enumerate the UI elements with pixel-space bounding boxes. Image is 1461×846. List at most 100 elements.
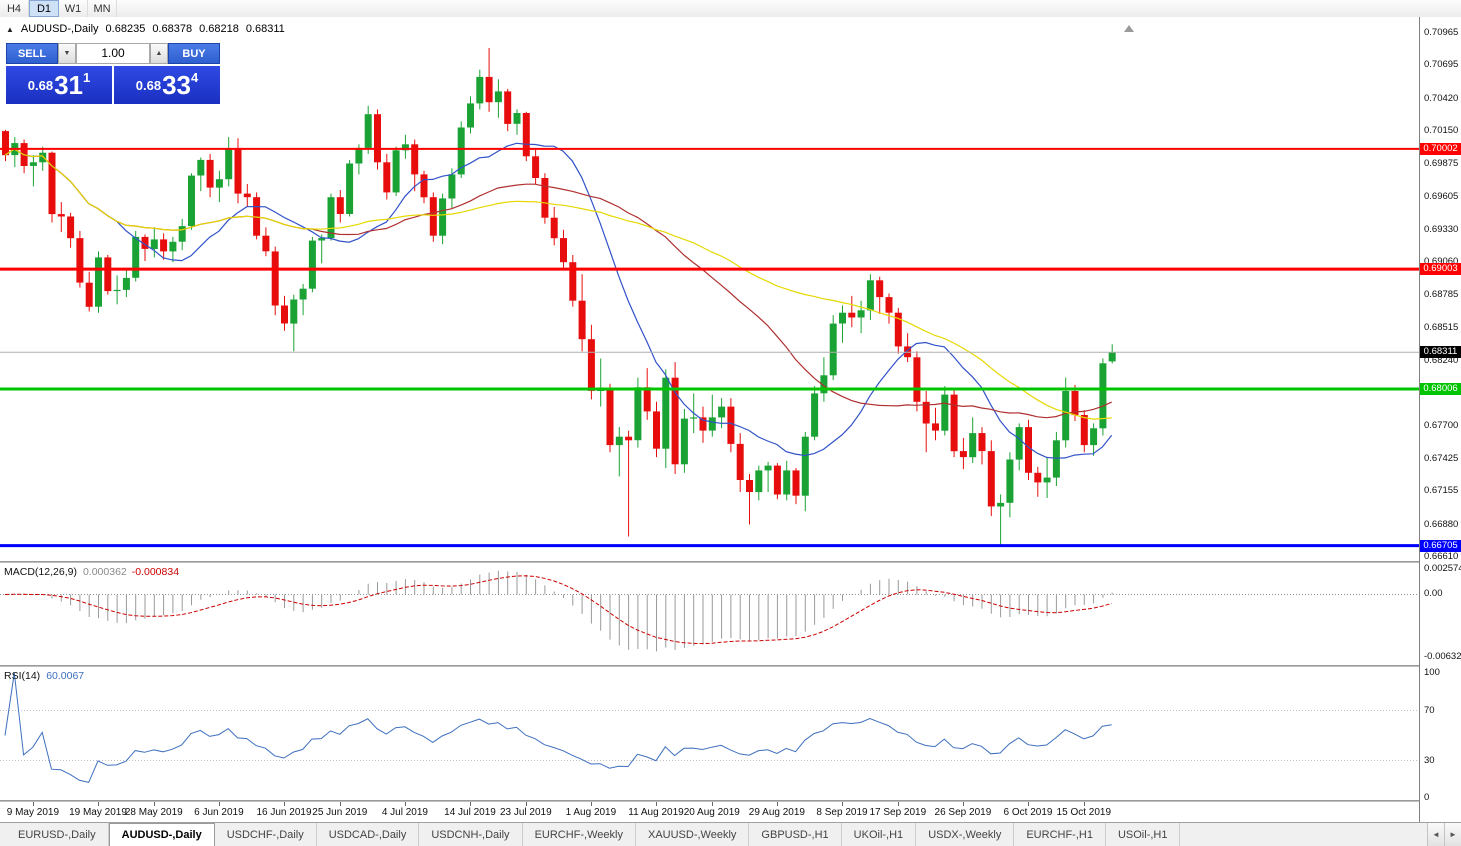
time-axis-tick bbox=[962, 802, 964, 806]
bid-price-point: 1 bbox=[83, 69, 91, 85]
timeframe-button-h4[interactable]: H4 bbox=[0, 0, 29, 17]
volume-increase-button[interactable]: ▲ bbox=[150, 43, 168, 64]
price-tick-label: 0.66610 bbox=[1424, 551, 1459, 562]
time-axis-tick bbox=[470, 802, 471, 806]
price-tick-label: 0.67700 bbox=[1424, 419, 1459, 431]
ohlc-close: 0.68311 bbox=[245, 23, 285, 35]
one-click-trading-panel: SELL ▼ 1.00 ▲ BUY 0.68 31 1 0.68 33 4 bbox=[6, 43, 220, 104]
time-axis-label: 17 Sep 2019 bbox=[869, 807, 927, 818]
level-price-tag: 0.69003 bbox=[1420, 263, 1461, 276]
time-axis-label: 4 Jul 2019 bbox=[381, 807, 428, 818]
time-axis-label: 8 Sep 2019 bbox=[816, 807, 868, 818]
current-price-tag: 0.68311 bbox=[1420, 346, 1461, 359]
level-price-tag: 0.68006 bbox=[1420, 383, 1461, 396]
time-axis-label: 16 Jun 2019 bbox=[256, 807, 312, 818]
tab-eurusd-daily[interactable]: EURUSD-,Daily bbox=[6, 823, 109, 846]
tab-usdcnh-daily[interactable]: USDCNH-,Daily bbox=[419, 823, 523, 846]
price-tick-label: 0.69875 bbox=[1424, 158, 1459, 170]
time-axis-label: 1 Aug 2019 bbox=[565, 807, 617, 818]
level-price-tag: 0.70002 bbox=[1420, 142, 1461, 155]
price-tick-label: 0.68240 bbox=[1424, 354, 1459, 366]
tab-usdx-weekly[interactable]: USDX-,Weekly bbox=[916, 823, 1015, 846]
tab-xauusd-weekly[interactable]: XAUUSD-,Weekly bbox=[636, 823, 750, 846]
time-axis-label: 19 May 2019 bbox=[69, 807, 127, 818]
time-axis-tick bbox=[525, 802, 527, 806]
ma-slow-line bbox=[4, 148, 1112, 420]
ask-price-prefix: 0.68 bbox=[135, 77, 162, 93]
macd-axis-label: 0.00 bbox=[1424, 588, 1443, 600]
timeframe-button-mn[interactable]: MN bbox=[88, 0, 117, 17]
time-axis-tick bbox=[404, 802, 406, 806]
panel-separator[interactable] bbox=[0, 665, 1461, 667]
tab-usoil-h1[interactable]: USOil-,H1 bbox=[1106, 823, 1181, 846]
sell-button[interactable]: SELL bbox=[6, 43, 58, 64]
ask-price-pips: 33 bbox=[162, 70, 191, 100]
time-axis-tick bbox=[776, 802, 778, 806]
tab-usdcad-daily[interactable]: USDCAD-,Daily bbox=[317, 823, 420, 846]
macd-label: MACD(12,26,9) 0.000362 -0.000834 bbox=[4, 566, 179, 578]
main-price-chart[interactable] bbox=[0, 17, 1419, 561]
tab-ukoil-h1[interactable]: UKOil-,H1 bbox=[842, 823, 917, 846]
price-tick-label: 0.70150 bbox=[1424, 125, 1459, 137]
time-axis-tick bbox=[218, 802, 220, 806]
tab-eurchf-weekly[interactable]: EURCHF-,Weekly bbox=[523, 823, 636, 846]
price-tick-label: 0.68515 bbox=[1424, 321, 1459, 333]
ma-mid-line bbox=[4, 148, 1112, 419]
chart-plot-area[interactable]: ▲ AUDUSD-,Daily 0.68235 0.68378 0.68218 … bbox=[0, 17, 1461, 822]
timeframe-button-d1[interactable]: D1 bbox=[29, 0, 59, 17]
price-tick-label: 0.66880 bbox=[1424, 518, 1459, 530]
macd-axis-label: -0.006326 bbox=[1424, 651, 1461, 662]
macd-name: MACD(12,26,9) bbox=[4, 566, 77, 578]
rsi-axis-label: 30 bbox=[1424, 754, 1435, 766]
volume-decrease-button[interactable]: ▼ bbox=[58, 43, 76, 64]
chart-window: ▲ AUDUSD-,Daily 0.68235 0.68378 0.68218 … bbox=[0, 17, 1461, 822]
time-axis-label: 20 Aug 2019 bbox=[683, 807, 740, 818]
time-axis-tick bbox=[897, 802, 899, 806]
price-tick-label: 0.69060 bbox=[1424, 256, 1459, 268]
time-axis-tick bbox=[98, 802, 99, 806]
bid-price-prefix: 0.68 bbox=[27, 77, 54, 93]
price-axis[interactable]: 0.70965 0.70695 0.70420 0.70150 0.69875 0.696… bbox=[1419, 17, 1461, 822]
time-axis-tick bbox=[1028, 802, 1029, 806]
buy-button[interactable]: BUY bbox=[168, 43, 220, 64]
candles-layer bbox=[2, 48, 1116, 545]
time-axis[interactable]: 9 May 2019 19 May 2019 28 May 2019 6 Jun 20… bbox=[0, 802, 1419, 822]
timeframe-button-w1[interactable]: W1 bbox=[59, 0, 88, 17]
price-tick-label: 0.69330 bbox=[1424, 223, 1459, 235]
tab-usdchf-daily[interactable]: USDCHF-,Daily bbox=[215, 823, 317, 846]
macd-indicator-chart[interactable] bbox=[0, 563, 1419, 665]
time-axis-label: 29 Aug 2019 bbox=[748, 807, 805, 818]
volume-input[interactable]: 1.00 bbox=[76, 43, 150, 64]
macd-signal-line bbox=[4, 575, 1112, 645]
tabs-scroll-left-icon[interactable]: ◄ bbox=[1427, 823, 1444, 846]
time-axis-tick bbox=[1083, 802, 1085, 806]
rsi-name: RSI(14) bbox=[4, 670, 41, 682]
price-tick-label: 0.67155 bbox=[1424, 485, 1459, 497]
tab-gbpusd-h1[interactable]: GBPUSD-,H1 bbox=[749, 823, 842, 846]
tabs-scroll-right-icon[interactable]: ► bbox=[1444, 823, 1461, 846]
bid-price-display[interactable]: 0.68 31 1 bbox=[6, 66, 112, 104]
rsi-indicator-chart[interactable] bbox=[0, 667, 1419, 800]
time-axis-label: 14 Jul 2019 bbox=[444, 807, 496, 818]
ask-price-display[interactable]: 0.68 33 4 bbox=[114, 66, 220, 104]
time-axis-label: 6 Jun 2019 bbox=[194, 807, 244, 818]
price-tick-label: 0.67425 bbox=[1424, 452, 1459, 464]
panel-separator[interactable] bbox=[0, 561, 1461, 563]
ohlc-high: 0.68378 bbox=[152, 23, 193, 35]
price-tick-label: 0.70965 bbox=[1424, 27, 1459, 38]
time-axis-label: 11 Aug 2019 bbox=[628, 807, 684, 818]
panel-separator[interactable] bbox=[0, 800, 1461, 802]
tab-eurchf-h1[interactable]: EURCHF-,H1 bbox=[1014, 823, 1106, 846]
symbol-name: AUDUSD-,Daily bbox=[20, 23, 99, 35]
rsi-line bbox=[4, 672, 1112, 783]
rsi-axis-label: 70 bbox=[1424, 704, 1435, 716]
level-price-tag: 0.66705 bbox=[1420, 539, 1461, 552]
time-axis-tick bbox=[32, 802, 34, 806]
chart-symbol-info: ▲ AUDUSD-,Daily 0.68235 0.68378 0.68218 … bbox=[6, 23, 285, 35]
tab-audusd-daily[interactable]: AUDUSD-,Daily bbox=[108, 823, 215, 846]
time-axis-tick bbox=[153, 802, 155, 806]
price-tick-label: 0.70420 bbox=[1424, 92, 1459, 104]
macd-histogram bbox=[14, 570, 1113, 652]
ask-price-point: 4 bbox=[191, 69, 199, 85]
price-tick-label: 0.70695 bbox=[1424, 59, 1459, 71]
